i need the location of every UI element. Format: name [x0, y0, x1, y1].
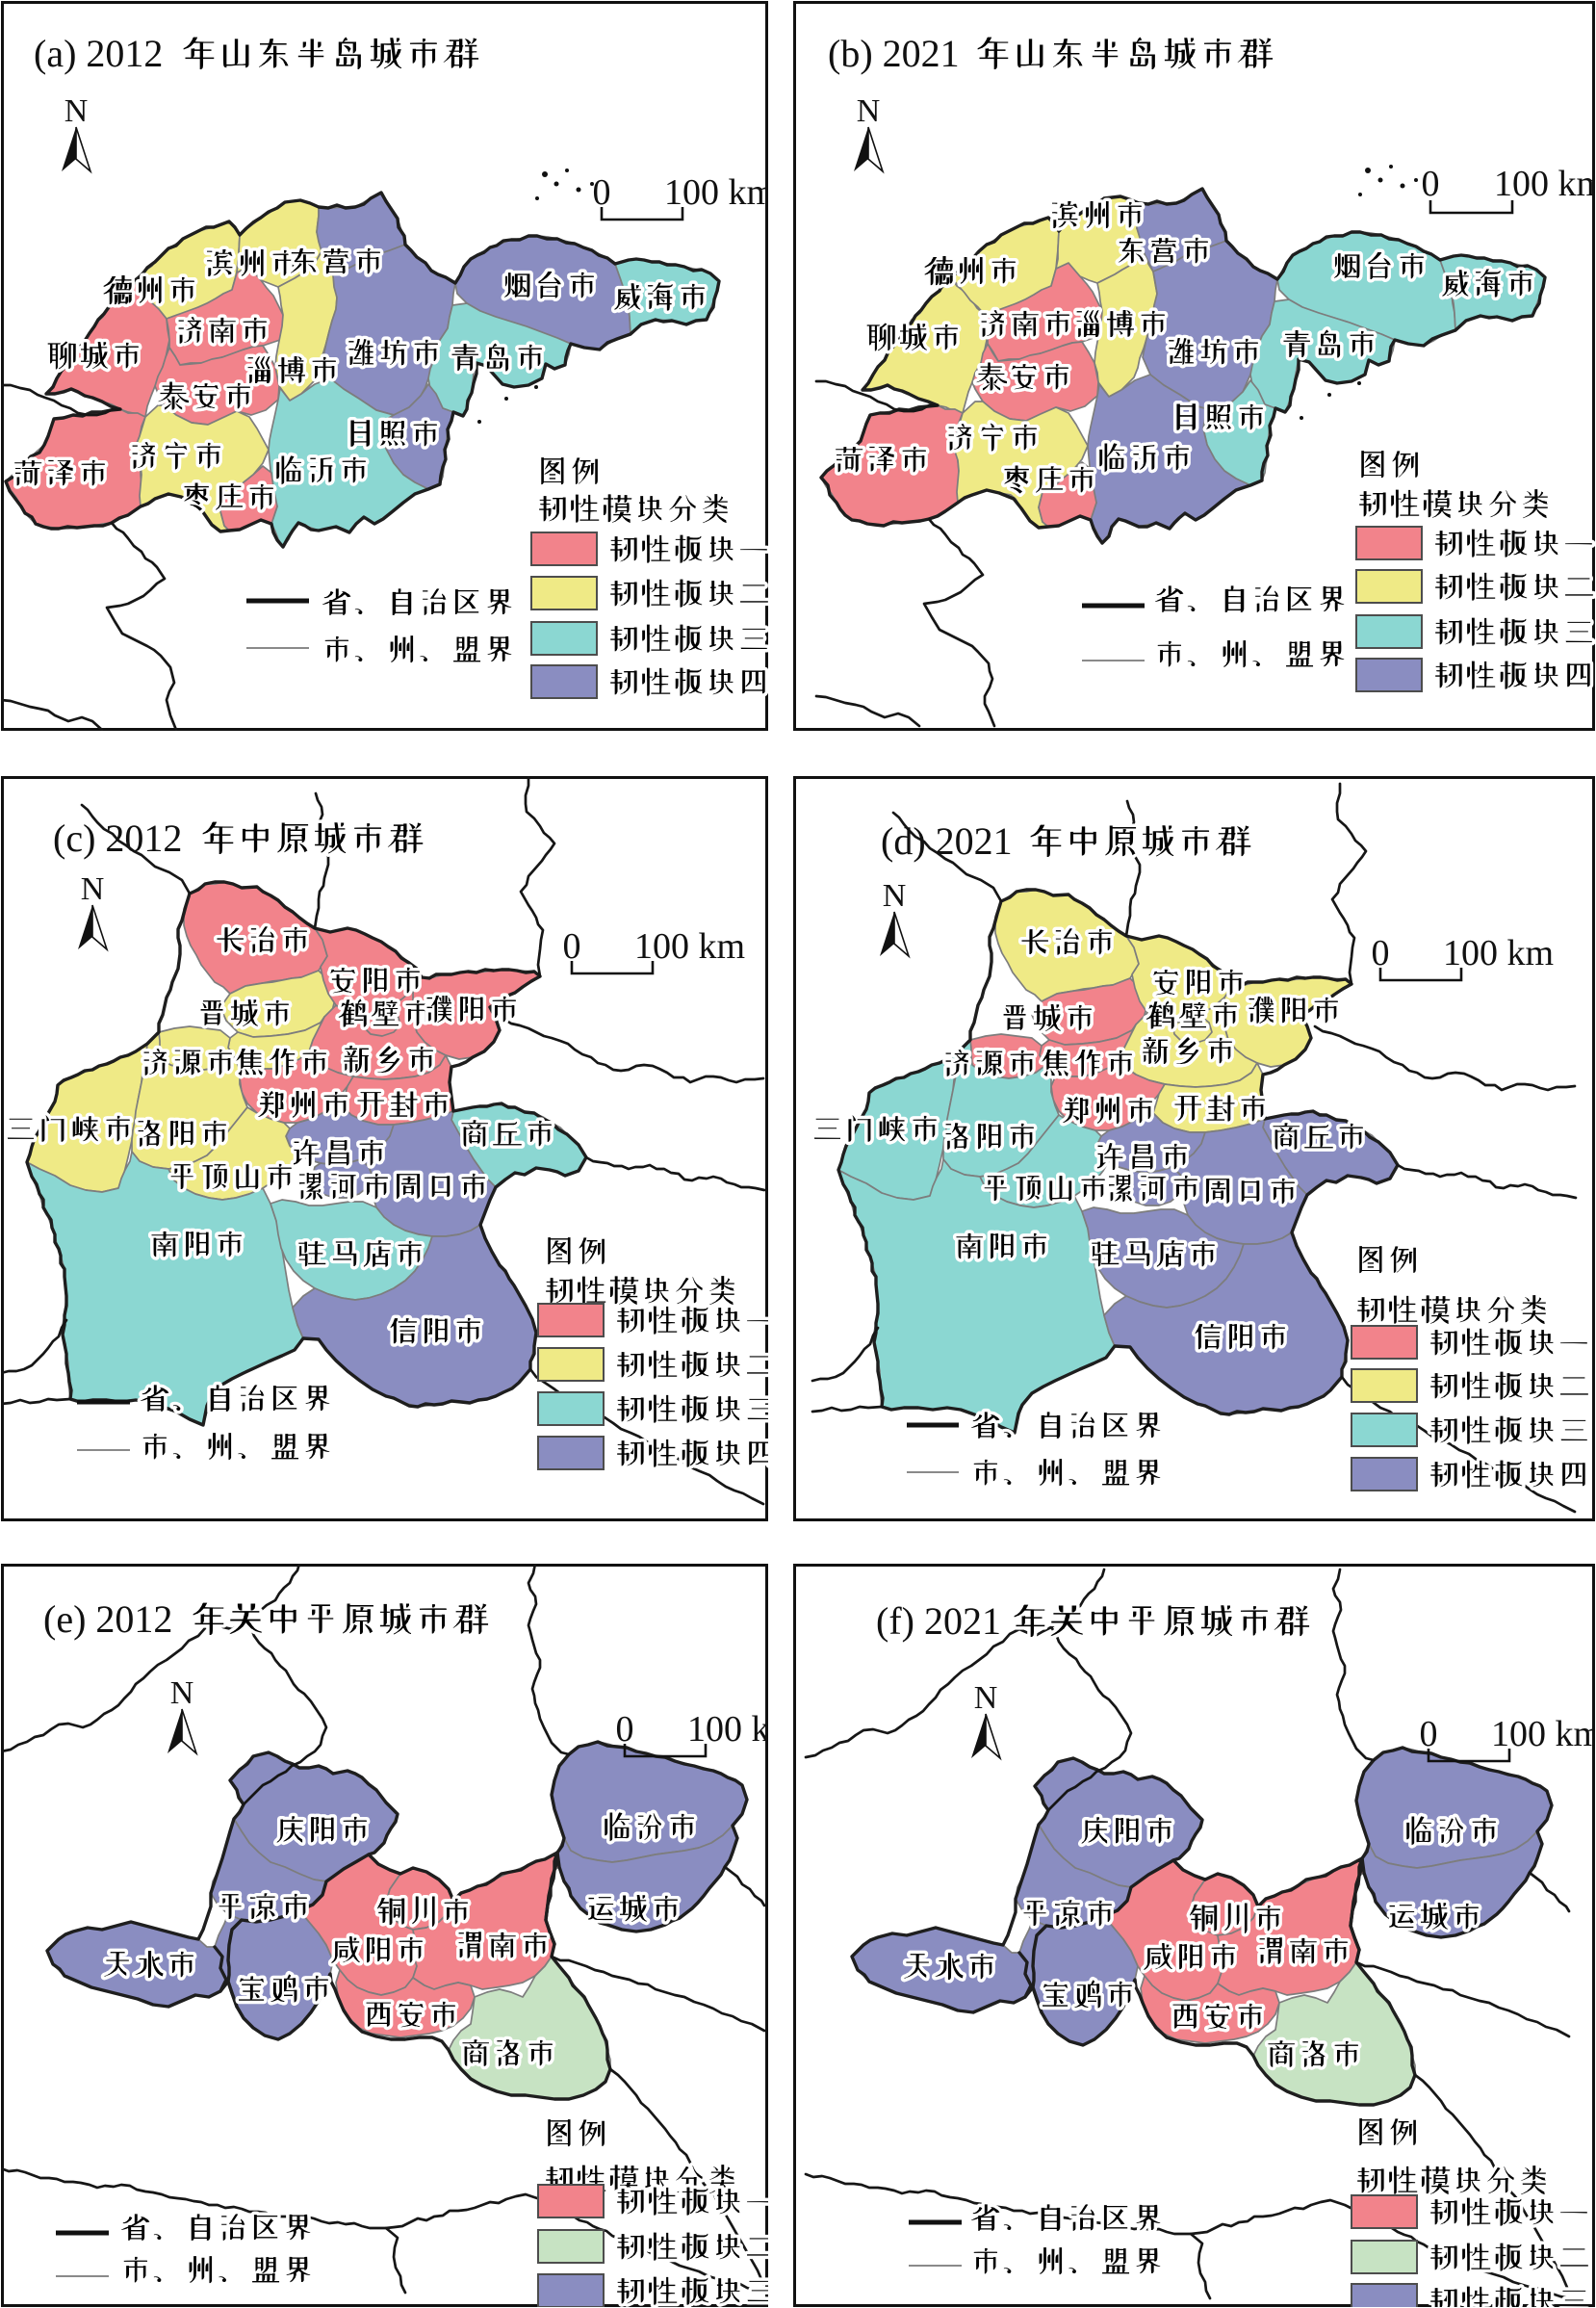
svg-text:(e) 2012: (e) 2012 [43, 1597, 172, 1641]
svg-text:N: N [974, 1680, 998, 1716]
svg-text:N: N [64, 93, 89, 129]
svg-text:100 km: 100 km [1443, 933, 1554, 973]
svg-text:0: 0 [1420, 1714, 1438, 1754]
svg-text:100 km: 100 km [1494, 164, 1595, 204]
svg-text:100 km: 100 km [1491, 1714, 1595, 1754]
svg-text:N: N [857, 93, 881, 129]
svg-text:100 km: 100 km [634, 926, 745, 967]
svg-text:(c) 2012: (c) 2012 [53, 817, 182, 860]
svg-text:0: 0 [593, 172, 611, 213]
svg-text:N: N [170, 1675, 194, 1711]
svg-text:(a) 2012: (a) 2012 [34, 32, 163, 75]
svg-text:N: N [81, 871, 105, 907]
svg-text:0: 0 [616, 1709, 634, 1750]
svg-text:0: 0 [563, 926, 581, 967]
svg-text:N: N [883, 878, 907, 914]
svg-text:0: 0 [1422, 164, 1440, 204]
svg-text:(b) 2021: (b) 2021 [828, 32, 960, 75]
svg-text:(f) 2021: (f) 2021 [876, 1599, 1001, 1643]
svg-text:(d) 2021: (d) 2021 [881, 819, 1013, 863]
svg-text:0: 0 [1372, 933, 1390, 973]
svg-text:100 km: 100 km [664, 172, 768, 213]
svg-text:100 km: 100 km [687, 1709, 768, 1750]
